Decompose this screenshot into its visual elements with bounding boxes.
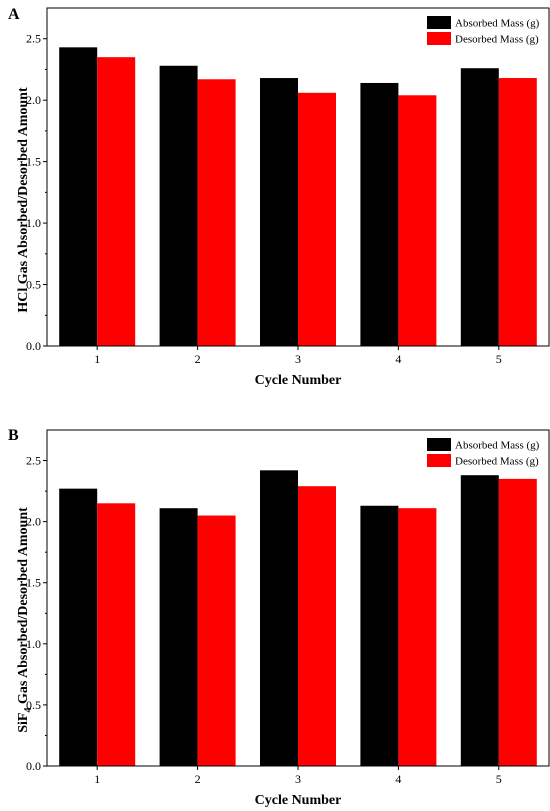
bar <box>498 78 537 347</box>
bar <box>360 505 399 766</box>
bar <box>298 486 336 766</box>
legend-swatch <box>427 438 451 451</box>
chart-panel-a: A 0.0 0.5 1.0 1.5 2.0 2.5 1 2 3 4 5 Absorbed Mass (… <box>8 6 550 388</box>
legend-swatch <box>427 16 451 29</box>
y-axis-title: SiF4 Gas Absorbed/Desorbed Amount <box>16 507 34 733</box>
y-axis-title-rest: Gas Absorbed/Desorbed Amount <box>16 507 31 708</box>
plot-area: 0.0 0.5 1.0 1.5 2.0 2.5 1 2 3 4 5 Absorbed Mass (g)… <box>26 7 550 366</box>
bar <box>159 65 198 346</box>
x-tick-label: 5 <box>496 352 502 366</box>
y-tick-label: 0.0 <box>26 759 41 773</box>
x-tick-label: 5 <box>496 772 502 786</box>
y-tick-label: 2.0 <box>26 93 41 107</box>
legend-swatch <box>427 454 451 467</box>
bar <box>59 488 98 766</box>
y-tick-label: 2.5 <box>26 454 41 468</box>
bar <box>97 57 136 346</box>
y-tick-label: 1.5 <box>26 576 41 590</box>
legend-label: Absorbed Mass (g) <box>455 440 540 452</box>
x-tick-label: 1 <box>94 772 100 786</box>
x-axis-title: Cycle Number <box>255 373 342 388</box>
y-tick-label: 0.0 <box>26 339 41 353</box>
bar <box>398 95 437 346</box>
y-tick-label: 2.0 <box>26 515 41 529</box>
y-tick-label: 1.0 <box>26 216 41 230</box>
bar <box>398 508 437 766</box>
panel-label: B <box>8 427 19 444</box>
bar <box>298 92 336 346</box>
x-tick-label: 4 <box>395 772 401 786</box>
y-tick-label: 2.5 <box>26 32 41 46</box>
bar <box>97 503 136 766</box>
y-tick-label: 0.5 <box>26 278 41 292</box>
y-tick-label: 0.5 <box>26 698 41 712</box>
legend-swatch <box>427 32 451 45</box>
x-tick-label: 2 <box>195 772 201 786</box>
bar <box>260 470 298 766</box>
bar <box>159 508 198 766</box>
bar <box>197 79 236 347</box>
x-tick-label: 1 <box>94 352 100 366</box>
bar <box>360 82 399 346</box>
bar <box>260 78 298 347</box>
x-tick-label: 4 <box>395 352 401 366</box>
chart-panel-b: B 0.0 0.5 1.0 1.5 2.0 2.5 1 2 3 4 5 Absorbed Mass (… <box>8 427 550 808</box>
y-tick-label: 1.5 <box>26 155 41 169</box>
y-axis-title-main: SiF <box>16 713 31 733</box>
y-axis-title-subscript: 4 <box>23 708 34 713</box>
y-axis-title: HCl Gas Absorbed/Desorbed Amount <box>16 87 31 313</box>
x-tick-label: 3 <box>295 772 301 786</box>
legend-label: Desorbed Mass (g) <box>455 456 539 468</box>
panel-label: A <box>8 6 20 23</box>
bar <box>59 47 98 347</box>
legend-label: Absorbed Mass (g) <box>455 18 540 30</box>
bar <box>460 475 499 766</box>
legend-label: Desorbed Mass (g) <box>455 34 539 46</box>
bar <box>197 515 236 766</box>
x-tick-label: 3 <box>295 352 301 366</box>
y-tick-label: 1.0 <box>26 637 41 651</box>
x-tick-label: 2 <box>195 352 201 366</box>
bar <box>498 478 537 766</box>
x-axis-title: Cycle Number <box>255 793 342 808</box>
bar <box>460 68 499 346</box>
plot-area: 0.0 0.5 1.0 1.5 2.0 2.5 1 2 3 4 5 Absorbed Mass (g)… <box>26 429 550 786</box>
